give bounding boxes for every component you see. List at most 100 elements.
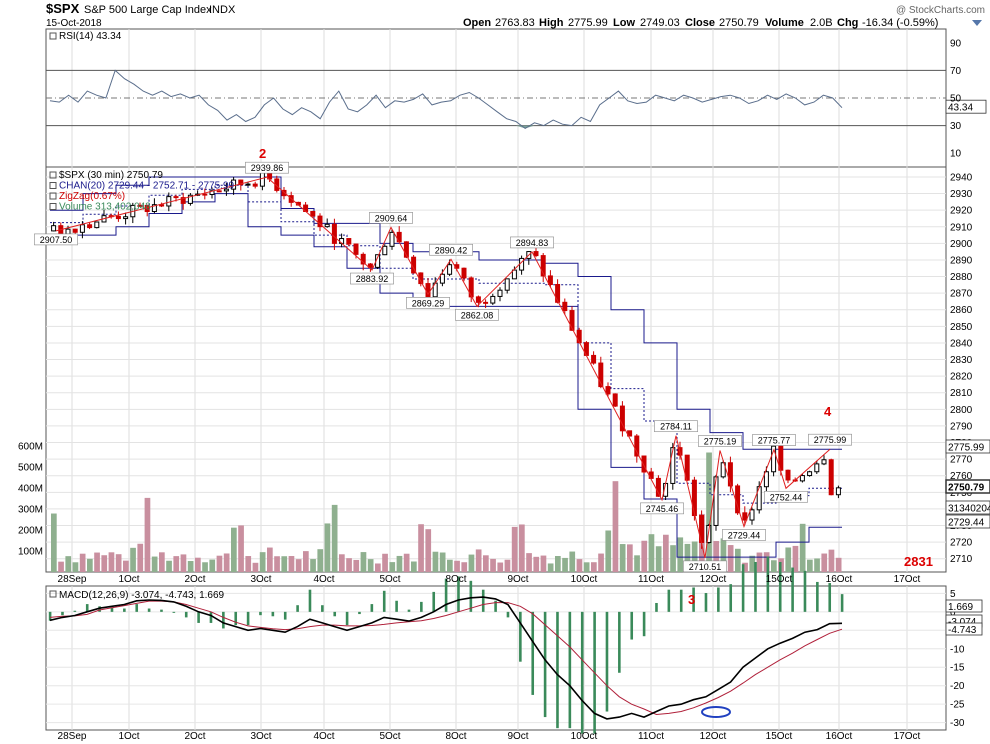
macd-histogram-bar	[494, 600, 497, 612]
rsi-tick-label: 90	[950, 38, 962, 49]
macd-histogram-bar	[222, 611, 225, 629]
candle-body	[540, 255, 546, 277]
pivot-label: 2883.92	[356, 274, 389, 284]
volume-bar	[555, 556, 561, 572]
candle-body	[324, 223, 330, 228]
macd-histogram-bar	[642, 611, 646, 637]
volume-bar	[511, 526, 518, 572]
volume-bar	[504, 559, 511, 572]
macd-histogram-bar	[48, 611, 52, 621]
volume-bar	[375, 563, 381, 572]
macd-histogram-bar	[283, 611, 287, 620]
candle-body	[367, 263, 373, 268]
macd-tick-label: -10	[950, 644, 965, 655]
legend-checkbox-icon[interactable]	[49, 32, 57, 40]
price-right-label-box	[945, 514, 990, 529]
macd-histogram-bar	[791, 567, 794, 612]
candle-body	[562, 301, 568, 312]
volume-bar	[447, 559, 453, 572]
candle-body	[468, 277, 474, 298]
candle-body	[569, 310, 575, 331]
candle-body	[749, 509, 755, 521]
macd-histogram-bar	[828, 583, 832, 612]
x-tick-label: 15Oct	[766, 731, 793, 742]
volume-bar	[180, 554, 187, 572]
pivot-label: 2710.51	[689, 562, 722, 572]
pivot-label: 2775.99	[814, 435, 847, 445]
price-legend-item: Volume 313,402,048	[59, 202, 151, 213]
candle-body	[310, 210, 316, 217]
macd-right-label: -3.074	[948, 617, 977, 628]
price-right-label: 2729.44	[948, 518, 985, 529]
volume-bar	[151, 556, 158, 572]
pivot-label-box	[369, 212, 413, 224]
volume-tick-label: 400M	[18, 484, 43, 495]
target-label: 2831	[904, 554, 933, 569]
macd-right-label: 1.669	[948, 602, 973, 613]
candle-body	[483, 301, 489, 304]
price-tick-label: 2800	[950, 405, 973, 416]
rsi-line	[49, 69, 843, 130]
volume-tick-label: 600M	[18, 442, 43, 453]
channel-middle-line	[50, 184, 842, 504]
volume-bar	[814, 558, 820, 572]
volume-bar	[310, 559, 316, 572]
volume-bar	[303, 551, 309, 572]
close-label: Close	[685, 17, 715, 29]
macd-histogram-bar	[630, 611, 634, 640]
volume-bar	[641, 540, 648, 572]
volume-bar	[497, 562, 504, 572]
x-tick-label: 28Sep	[58, 731, 87, 742]
macd-plot	[48, 556, 844, 734]
candle-body	[771, 445, 777, 473]
chevron-down-icon[interactable]	[972, 20, 982, 26]
volume-bar	[396, 555, 403, 572]
volume-tick-label: 500M	[18, 463, 43, 474]
macd-histogram-bar	[692, 587, 695, 612]
volume-bar	[627, 544, 633, 572]
volume-bar	[569, 551, 576, 572]
zigzag-plot: 2907.50 2939.86 2883.92 2909.64 2869.29 2890.…	[34, 161, 852, 573]
chg-label: Chg	[837, 17, 858, 29]
macd-histogram-bar	[246, 611, 250, 626]
macd-histogram-bar	[766, 556, 770, 612]
pivot-label-box	[640, 502, 684, 515]
macd-histogram-bar	[110, 607, 114, 612]
candle-body	[619, 405, 625, 432]
macd-legend-text: MACD(12,26,9) -3.074, -4.743, 1.669	[59, 590, 225, 601]
volume-bar	[130, 547, 136, 572]
volume-bar	[454, 560, 460, 572]
macd-histogram-bar	[395, 600, 398, 612]
x-tick-label: 4Oct	[313, 574, 334, 585]
candle-body	[835, 487, 841, 496]
legend-checkbox-icon[interactable]	[49, 590, 57, 598]
candle-body	[591, 354, 597, 364]
price-tick-label: 2840	[950, 338, 973, 349]
volume-bar	[835, 557, 842, 572]
candle-body	[382, 245, 388, 256]
volume-bar	[619, 544, 626, 572]
candle-body	[389, 231, 395, 247]
pivot-label-box	[406, 297, 450, 309]
price-tick-label: 2760	[950, 471, 973, 482]
candle-body	[151, 204, 157, 213]
volume-bar	[79, 553, 86, 572]
volume-bar	[281, 556, 288, 572]
candle-body	[641, 455, 647, 473]
volume-bar	[51, 513, 57, 572]
candle-body	[346, 238, 352, 245]
pivot-label-box	[245, 161, 289, 174]
volume-bar	[540, 555, 547, 572]
pivot-label-box	[455, 308, 499, 321]
pivot-label-box	[698, 435, 742, 447]
macd-histogram-bar	[308, 589, 312, 612]
x-tick-label: 17Oct	[894, 574, 921, 585]
x-tick-label: 9Oct	[507, 731, 528, 742]
macd-histogram-bar	[197, 611, 200, 623]
price-tick-label: 2820	[950, 372, 973, 383]
price-tick-label: 2790	[950, 421, 973, 432]
candle-body	[490, 295, 496, 304]
volume-bar	[339, 554, 345, 572]
macd-histogram-bar	[840, 594, 844, 612]
